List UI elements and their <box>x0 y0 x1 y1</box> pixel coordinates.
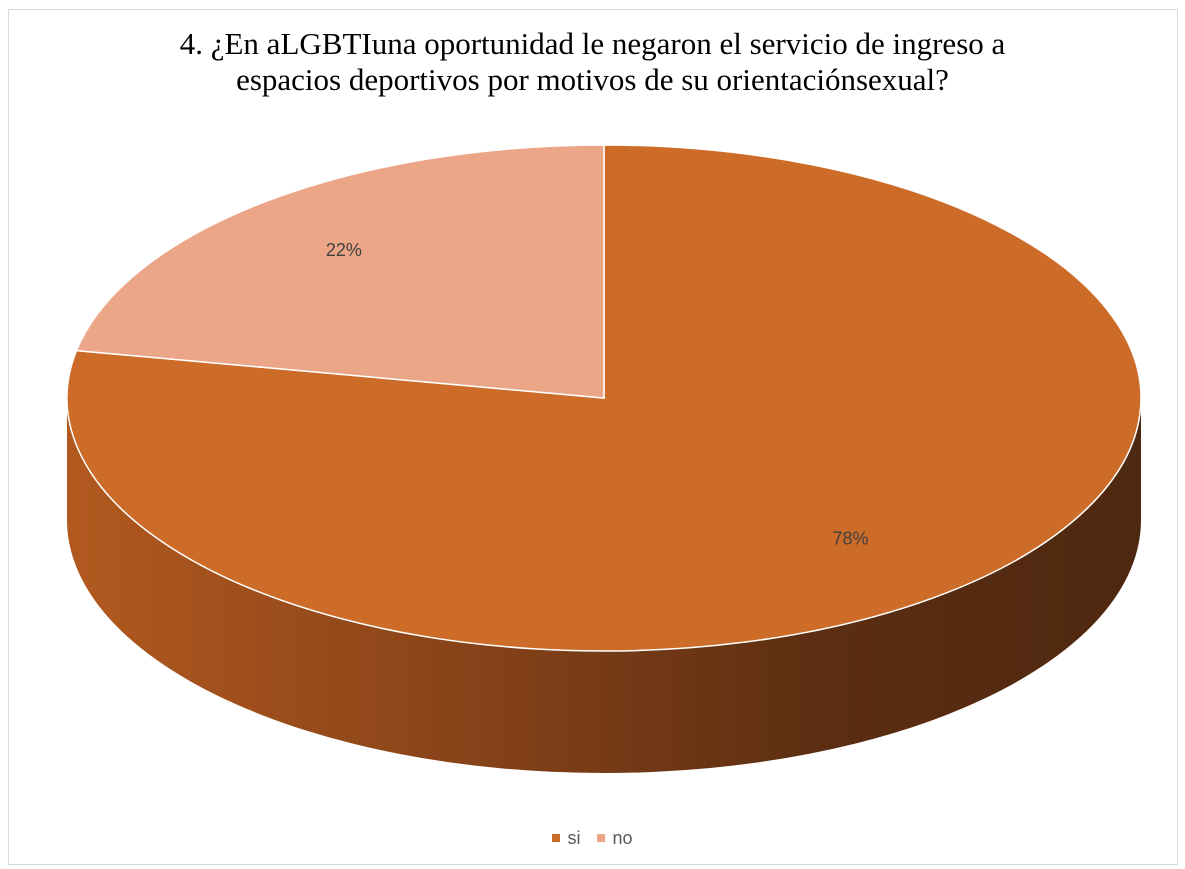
legend-item-no: no <box>597 826 633 850</box>
chart-title: 4. ¿En aLGBTIuna oportunidad le negaron … <box>0 26 1185 98</box>
legend-swatch-no <box>597 834 606 843</box>
pie-side-wall <box>67 398 1141 773</box>
legend-label-si: si <box>567 828 581 848</box>
data-label-no: 22% <box>326 240 362 260</box>
chart-title-line-2: espacios deportivos por motivos de su or… <box>236 62 949 97</box>
legend-swatch-si <box>552 834 561 843</box>
slice-no <box>75 144 605 399</box>
legend: si no <box>0 826 1185 850</box>
legend-item-si: si <box>552 826 580 850</box>
legend-label-no: no <box>612 828 633 848</box>
data-label-si: 78% <box>832 528 868 548</box>
chart-title-line-1: 4. ¿En aLGBTIuna oportunidad le negaron … <box>179 26 1006 61</box>
